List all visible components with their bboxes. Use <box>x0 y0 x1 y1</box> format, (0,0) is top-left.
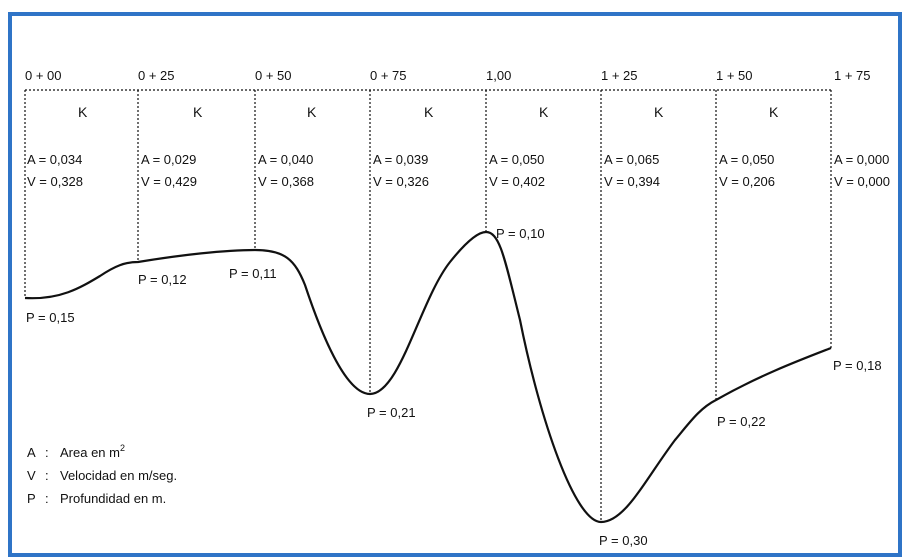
depth-label: P = 0,11 <box>229 266 277 281</box>
station-label: 1 + 50 <box>716 68 753 83</box>
section-k-label: K <box>193 104 203 120</box>
station-label: 0 + 00 <box>25 68 62 83</box>
section-values: A = 0,034 V = 0,328 A = 0,029 V = 0,429 … <box>27 152 890 189</box>
area-value: A = 0,000 <box>834 152 889 167</box>
station-label: 1,00 <box>486 68 511 83</box>
velocity-value: V = 0,429 <box>141 174 197 189</box>
legend-text: Profundidad en m. <box>60 491 166 506</box>
velocity-value: V = 0,206 <box>719 174 775 189</box>
legend-sep: : <box>45 468 49 483</box>
depth-label: P = 0,15 <box>26 310 75 325</box>
legend-key: P <box>27 491 36 506</box>
legend-text: Velocidad en m/seg. <box>60 468 177 483</box>
depth-label: P = 0,12 <box>138 272 187 287</box>
legend-sep: : <box>45 445 49 460</box>
station-label: 0 + 75 <box>370 68 407 83</box>
section-k-label: K <box>424 104 434 120</box>
area-value: A = 0,050 <box>719 152 774 167</box>
velocity-value: V = 0,394 <box>604 174 660 189</box>
section-k-label: K <box>539 104 549 120</box>
station-label: 0 + 25 <box>138 68 175 83</box>
velocity-value: V = 0,368 <box>258 174 314 189</box>
depth-label: P = 0,18 <box>833 358 882 373</box>
legend-superscript: 2 <box>120 443 125 453</box>
velocity-value: V = 0,402 <box>489 174 545 189</box>
area-value: A = 0,040 <box>258 152 313 167</box>
section-k-label: K <box>654 104 664 120</box>
verticals <box>24 90 832 522</box>
velocity-value: V = 0,326 <box>373 174 429 189</box>
velocity-value: V = 0,000 <box>834 174 890 189</box>
area-value: A = 0,050 <box>489 152 544 167</box>
station-label: 0 + 50 <box>255 68 292 83</box>
legend: A : Area en m 2 V : Velocidad en m/seg. … <box>27 443 177 506</box>
depth-label: P = 0,22 <box>717 414 766 429</box>
area-value: A = 0,039 <box>373 152 428 167</box>
station-labels: 0 + 00 0 + 25 0 + 50 0 + 75 1,00 1 + 25 … <box>25 68 871 83</box>
depth-labels: P = 0,15 P = 0,12 P = 0,11 P = 0,21 P = … <box>26 226 882 548</box>
riverbed-profile <box>24 230 832 524</box>
legend-sep: : <box>45 491 49 506</box>
station-label: 1 + 25 <box>601 68 638 83</box>
legend-key: A <box>27 445 36 460</box>
section-k-labels: K K K K K K K <box>78 104 779 120</box>
legend-key: V <box>27 468 36 483</box>
depth-label: P = 0,10 <box>496 226 545 241</box>
legend-text: Area en m <box>60 445 120 460</box>
section-k-label: K <box>307 104 317 120</box>
area-value: A = 0,029 <box>141 152 196 167</box>
diagram-frame <box>8 12 902 557</box>
station-label: 1 + 75 <box>834 68 871 83</box>
area-value: A = 0,065 <box>604 152 659 167</box>
section-k-label: K <box>769 104 779 120</box>
section-k-label: K <box>78 104 88 120</box>
depth-label: P = 0,30 <box>599 533 648 548</box>
velocity-value: V = 0,328 <box>27 174 83 189</box>
depth-label: P = 0,21 <box>367 405 416 420</box>
area-value: A = 0,034 <box>27 152 82 167</box>
